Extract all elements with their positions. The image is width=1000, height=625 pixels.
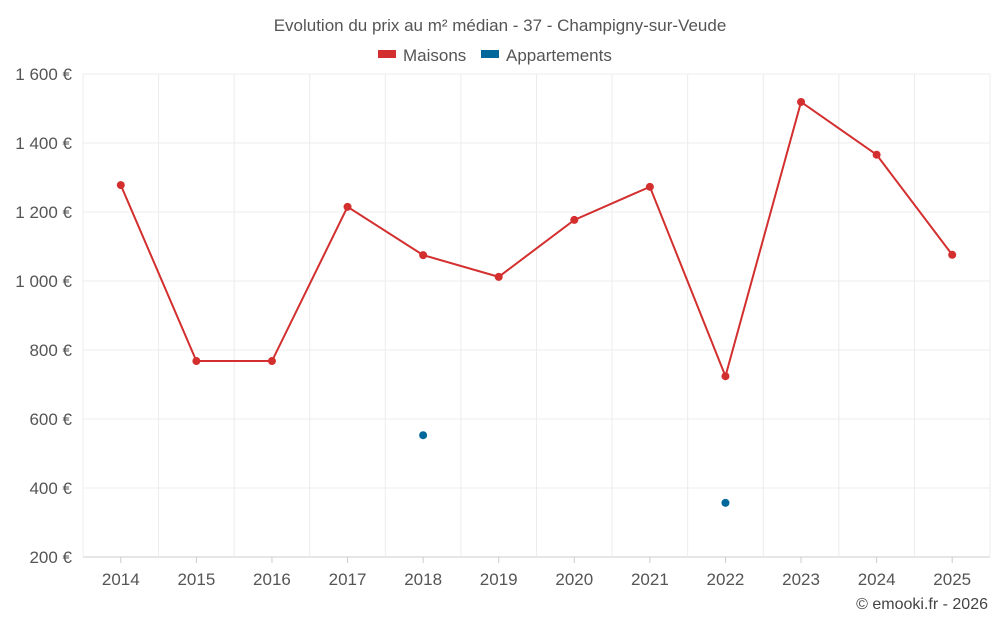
y-tick-label-1000: 1 000 €	[15, 272, 72, 291]
x-tick-label-2015: 2015	[177, 570, 215, 589]
data-point-maisons-2014[interactable]	[116, 181, 125, 190]
x-tick-label-2024: 2024	[858, 570, 896, 589]
series-maisons	[116, 97, 957, 381]
chart-title: Evolution du prix au m² médian - 37 - Ch…	[274, 16, 727, 35]
data-point-maisons-2020[interactable]	[570, 215, 579, 224]
x-tick-label-2023: 2023	[782, 570, 820, 589]
x-axis-ticks: 2014 2015 2016 2017 2018 2019 2020 2021 2022 2023…	[102, 557, 971, 589]
data-point-maisons-2022[interactable]	[721, 372, 730, 381]
y-tick-label-1600: 1 600 €	[15, 65, 72, 84]
data-point-maisons-2023[interactable]	[797, 97, 806, 106]
series-layer	[116, 97, 957, 507]
x-tick-label-2017: 2017	[329, 570, 367, 589]
legend-swatch-appartements	[481, 50, 499, 58]
series-appartements	[419, 431, 730, 507]
x-tick-label-2022: 2022	[707, 570, 745, 589]
data-point-maisons-2024[interactable]	[872, 150, 881, 159]
data-point-maisons-2019[interactable]	[494, 272, 503, 281]
legend-label-maisons: Maisons	[403, 46, 466, 65]
x-tick-label-2021: 2021	[631, 570, 669, 589]
series-line-maisons	[119, 100, 954, 380]
y-tick-label-200: 200 €	[29, 548, 72, 567]
y-tick-label-1200: 1 200 €	[15, 203, 72, 222]
credit-text: © emooki.fr - 2026	[856, 596, 988, 613]
data-point-maisons-2018[interactable]	[419, 251, 428, 260]
data-point-maisons-2025[interactable]	[948, 250, 957, 259]
data-point-maisons-2016[interactable]	[267, 357, 276, 366]
y-tick-label-600: 600 €	[29, 410, 72, 429]
x-tick-label-2025: 2025	[933, 570, 971, 589]
grid-layer	[82, 73, 991, 558]
y-tick-label-800: 800 €	[29, 341, 72, 360]
y-tick-label-400: 400 €	[29, 479, 72, 498]
x-tick-label-2019: 2019	[480, 570, 518, 589]
legend-label-appartements: Appartements	[506, 46, 612, 65]
legend-item-maisons[interactable]: Maisons	[378, 46, 466, 65]
x-tick-label-2018: 2018	[404, 570, 442, 589]
data-point-maisons-2015[interactable]	[192, 357, 201, 366]
legend[interactable]: Maisons Appartements	[378, 46, 612, 65]
legend-item-appartements[interactable]: Appartements	[481, 46, 612, 65]
x-tick-label-2020: 2020	[555, 570, 593, 589]
y-tick-label-1400: 1 400 €	[15, 134, 72, 153]
y-axis-ticks: 200 € 400 € 600 € 800 € 1 000 € 1 200 € 1 400 …	[15, 65, 72, 567]
data-point-appartements-2018[interactable]	[419, 431, 428, 440]
legend-swatch-maisons	[378, 50, 396, 58]
data-point-appartements-2022[interactable]	[721, 498, 730, 507]
data-point-maisons-2021[interactable]	[645, 182, 654, 191]
x-tick-label-2014: 2014	[102, 570, 140, 589]
x-tick-label-2016: 2016	[253, 570, 291, 589]
data-point-maisons-2017[interactable]	[343, 202, 352, 211]
